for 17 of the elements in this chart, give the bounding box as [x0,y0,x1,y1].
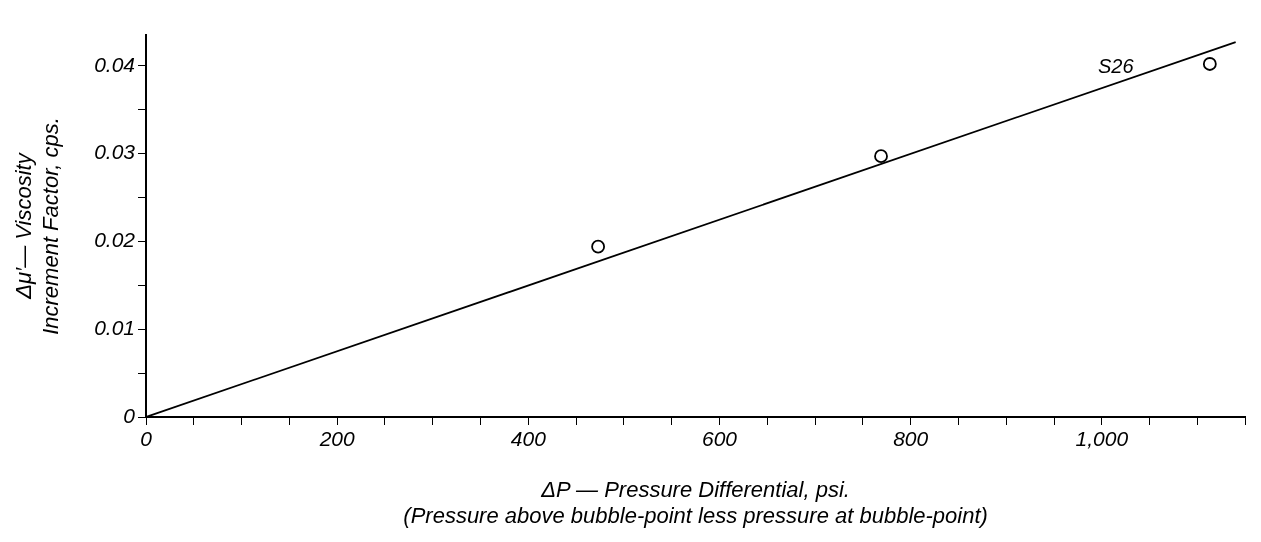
x-tick-label: 800 [893,427,929,451]
point [874,149,888,164]
y-tick-label: 0.02 [94,228,136,252]
x-tick-label: 1,000 [1075,427,1129,451]
y-tick-label: 0.01 [94,316,135,340]
series-label: S26 [1097,54,1135,77]
y-axis-title: Δμ′— Viscosity Increment Factor, cps. [11,117,63,335]
y-tick-label: 0 [123,403,136,427]
point [591,239,606,254]
x-axis-title: ΔP — Pressure Differential, psi. (Pressure above bubble-point less pressure at bubble-point) [403,476,988,528]
x-tick-label: 400 [510,427,547,451]
point [1202,57,1217,71]
x-tick-label: 600 [701,427,738,451]
x-tick-label: 200 [318,427,355,451]
y-tick-label: 0.04 [94,52,135,76]
x-tick-label: 0 [140,427,153,451]
y-tick-label: 0.03 [94,140,136,164]
